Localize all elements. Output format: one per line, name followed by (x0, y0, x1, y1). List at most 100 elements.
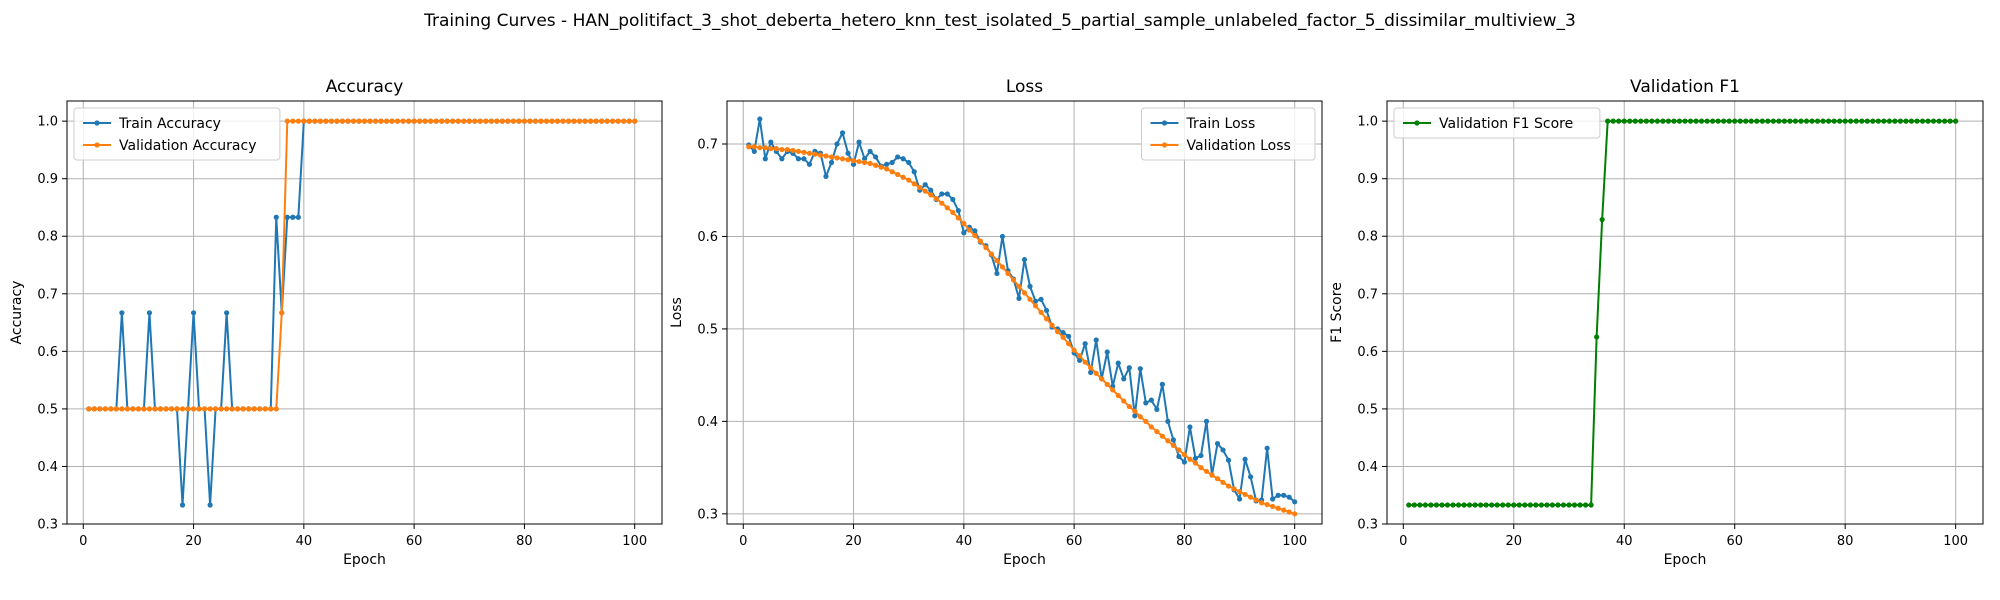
y-tick-label: 0.9 (1357, 172, 1378, 187)
data-point (1616, 118, 1622, 124)
data-point (1726, 118, 1732, 124)
data-point (1027, 296, 1033, 302)
data-point (1489, 502, 1495, 508)
data-point (190, 406, 197, 412)
data-point (406, 118, 412, 124)
data-point (229, 406, 235, 412)
data-point (1671, 118, 1677, 124)
data-point (1054, 329, 1061, 335)
data-point (1715, 118, 1721, 124)
data-point (1181, 459, 1188, 465)
data-point (1027, 283, 1033, 289)
data-point (1621, 118, 1627, 124)
x-tick-label: 100 (622, 534, 647, 549)
data-point (86, 406, 92, 412)
data-point (1544, 502, 1550, 508)
data-point (1588, 502, 1594, 508)
subplot-title: Loss (1006, 77, 1043, 97)
legend-swatch-marker (94, 142, 100, 148)
data-point (917, 184, 923, 191)
data-point (884, 161, 890, 167)
y-tick-label: 0.7 (37, 287, 58, 302)
data-point (361, 118, 368, 124)
data-point (1417, 502, 1423, 508)
data-point (1638, 118, 1644, 124)
data-point (1203, 418, 1210, 424)
subplot-3: 0 20 40 60 80 100 0.3 0.4 0.5 0.6 0.7 0.8 0.9 1.0 Vali… (1329, 77, 1984, 568)
data-point (1104, 349, 1110, 355)
series-line-2 (748, 145, 1296, 515)
data-point (1721, 118, 1727, 124)
data-point (861, 156, 868, 162)
data-point (1908, 118, 1915, 124)
data-point (1577, 502, 1583, 508)
data-point (1253, 497, 1259, 503)
data-point (1115, 360, 1121, 366)
x-tick-label: 100 (1282, 534, 1307, 549)
data-point (1198, 465, 1204, 471)
data-point (224, 406, 230, 412)
data-point (367, 118, 373, 124)
data-point (972, 232, 978, 239)
data-point (251, 406, 257, 412)
data-point (1599, 216, 1605, 223)
data-point (762, 145, 768, 151)
data-point (1181, 452, 1188, 458)
data-point (317, 118, 323, 124)
data-point (1853, 118, 1859, 124)
data-point (1143, 400, 1149, 406)
data-point (262, 406, 268, 412)
data-point (1286, 494, 1292, 500)
data-point (1038, 309, 1044, 315)
x-tick-label: 60 (406, 534, 423, 549)
data-point (1643, 118, 1649, 124)
data-point (179, 406, 186, 412)
legend-frame (73, 107, 281, 161)
data-point (1919, 118, 1926, 124)
data-point (1748, 118, 1754, 124)
data-point (1732, 118, 1738, 124)
data-point (1170, 437, 1176, 443)
data-point (922, 182, 928, 188)
data-point (1654, 118, 1660, 124)
x-tick-label: 20 (845, 534, 862, 549)
data-point (817, 152, 824, 158)
y-tick-label: 0.3 (697, 507, 718, 522)
legend-entry-label: Train Loss (1186, 116, 1256, 132)
legend-entry-label: Validation Loss (1187, 138, 1291, 154)
data-point (339, 118, 346, 124)
data-point (1220, 447, 1226, 453)
data-point (323, 118, 329, 124)
y-axis-label: F1 Score (1329, 282, 1345, 343)
data-point (290, 118, 296, 124)
data-point (1159, 433, 1165, 439)
data-point (928, 192, 934, 198)
data-point (295, 214, 301, 220)
x-tick-label: 0 (79, 534, 87, 549)
y-tick-label: 0.5 (37, 402, 58, 417)
x-tick-label: 80 (1837, 534, 1854, 549)
data-point (884, 166, 890, 172)
data-point (988, 251, 995, 257)
data-point (626, 118, 632, 124)
subplot-title: Validation F1 (1630, 77, 1740, 97)
legend-frame (1141, 107, 1316, 161)
y-tick-label: 0.4 (37, 460, 58, 475)
data-point (1132, 408, 1138, 414)
data-point (207, 502, 213, 508)
data-point (1848, 118, 1854, 124)
data-point (1071, 347, 1077, 353)
data-point (1010, 277, 1017, 283)
data-point (1165, 438, 1171, 444)
data-point (113, 406, 119, 412)
data-point (466, 118, 472, 124)
data-point (1187, 456, 1193, 462)
axes-frame (726, 100, 1323, 525)
y-tick-label: 0.8 (1357, 230, 1378, 245)
data-point (543, 118, 550, 124)
data-point (1792, 118, 1799, 124)
data-point (632, 118, 638, 124)
data-point (812, 151, 818, 157)
data-point (1270, 503, 1276, 510)
data-point (1627, 118, 1633, 124)
